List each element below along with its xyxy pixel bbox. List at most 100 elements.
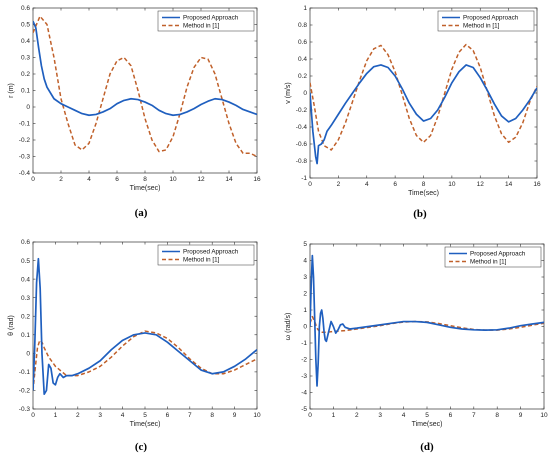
y-tick-label: -2: [301, 357, 307, 364]
y-tick-label: -0.2: [19, 137, 31, 144]
y-tick-label: -0.4: [296, 124, 308, 131]
chart-panel-1: 0 2 4 6 8 10 12 14 16 -0.4 -0.3 -0.2 -0.1 0 0.1 0.2 0.3 0…: [8, 5, 261, 219]
legend-entry: Method in [1]: [183, 23, 220, 30]
y-tick-label: 4: [303, 258, 307, 265]
x-tick-label: 7: [472, 412, 476, 419]
legend-entry: Proposed Approach: [463, 15, 519, 22]
y-axis-label: ω (rad/s): [285, 313, 292, 341]
y-tick-label: 0.6: [298, 39, 307, 46]
legend-box: [157, 10, 255, 32]
y-tick-label: -0.6: [296, 141, 308, 148]
y-tick-label: 0: [303, 90, 307, 97]
x-tick-label: 6: [449, 412, 453, 419]
x-tick-label: 0: [308, 412, 312, 419]
legend-entry: Proposed Approach: [183, 249, 239, 256]
y-tick-label: 0.4: [21, 38, 30, 45]
legend-entry: Method in [1]: [183, 257, 220, 264]
x-tick-label: 10: [169, 176, 177, 183]
x-tick-label: 7: [188, 412, 192, 419]
plot-frame: [32, 7, 258, 174]
x-tick-label: 1: [332, 412, 336, 419]
plot-frame: [32, 241, 258, 410]
y-tick-label: 0.4: [298, 56, 307, 63]
y-tick-label: 0.3: [21, 55, 30, 62]
x-tick-label: 5: [143, 412, 147, 419]
y-tick-label: 0.8: [298, 22, 307, 29]
x-tick-label: 10: [253, 412, 261, 419]
y-tick-label: -0.8: [296, 158, 308, 165]
legend-box: [157, 244, 255, 266]
y-tick-label: 0: [26, 351, 30, 358]
panel-caption: (c): [135, 441, 148, 453]
x-axis-label: Time(sec): [408, 190, 439, 197]
y-tick-label: 0.2: [298, 73, 307, 80]
y-tick-label: -5: [301, 406, 307, 413]
x-tick-label: 4: [121, 412, 125, 419]
y-tick-label: -0.2: [296, 107, 308, 114]
series-line-method-in-1: [310, 43, 537, 151]
x-tick-label: 12: [197, 176, 205, 183]
x-tick-label: 0: [31, 176, 35, 183]
y-axis-label: θ (rad): [8, 315, 15, 336]
x-tick-label: 6: [166, 412, 170, 419]
x-tick-label: 2: [355, 412, 359, 419]
chart-panel-3: 0 1 2 3 4 5 6 7 8 9 10 -0.3 -0.2 -0.1 0 0.1 0.2 0.3 0.4 0.5…: [8, 239, 261, 453]
x-axis-label: Time(sec): [130, 421, 161, 428]
chart-panel-2: 0 2 4 6 8 10 12 14 16 -1 -0.8 -0.6 -0.4 -0.2 0 0.2 0.4 0.…: [285, 5, 541, 220]
y-tick-label: 5: [303, 241, 307, 248]
y-tick-label: 2: [303, 291, 307, 298]
y-tick-label: 0.6: [21, 5, 30, 12]
y-tick-label: 0.2: [21, 313, 30, 320]
series-line-proposed-approach: [33, 257, 257, 396]
y-tick-label: -0.2: [19, 388, 31, 395]
x-tick-label: 9: [519, 412, 523, 419]
y-tick-label: -0.3: [19, 154, 31, 161]
legend-entry: Method in [1]: [463, 23, 500, 30]
y-tick-label: -1: [301, 175, 307, 182]
x-tick-label: 2: [76, 412, 80, 419]
legend-entry: Method in [1]: [470, 259, 507, 266]
x-tick-label: 5: [425, 412, 429, 419]
series-line-method-in-1: [33, 15, 257, 158]
x-tick-label: 0: [31, 412, 35, 419]
x-tick-label: 4: [365, 181, 369, 188]
x-tick-label: 3: [378, 412, 382, 419]
series-line-proposed-approach: [310, 254, 544, 387]
x-tick-label: 8: [495, 412, 499, 419]
y-tick-label: -1: [301, 340, 307, 347]
x-tick-label: 16: [253, 176, 261, 183]
x-tick-label: 16: [533, 181, 541, 188]
y-tick-label: -0.1: [19, 369, 31, 376]
chart-panel-4: 0 1 2 3 4 5 6 7 8 9 10 -5 -4 -3 -2 -1 0 1 2 3 4 5 Proposed App…: [285, 241, 548, 453]
y-axis-label: v (m/s): [285, 82, 292, 103]
series-line-proposed-approach: [310, 64, 537, 165]
x-tick-label: 3: [98, 412, 102, 419]
x-tick-label: 12: [477, 181, 485, 188]
x-tick-label: 2: [337, 181, 341, 188]
y-tick-label: 0.5: [21, 258, 30, 265]
x-tick-label: 6: [393, 181, 397, 188]
y-tick-label: -0.3: [19, 406, 31, 413]
x-tick-label: 10: [448, 181, 456, 188]
x-tick-label: 8: [422, 181, 426, 188]
y-tick-label: 0.1: [21, 332, 30, 339]
y-tick-label: 0.6: [21, 239, 30, 246]
legend-entry: Proposed Approach: [470, 251, 526, 258]
x-tick-label: 9: [233, 412, 237, 419]
panel-caption: (b): [413, 208, 427, 220]
y-tick-label: 0.3: [21, 295, 30, 302]
x-axis-label: Time(sec): [412, 421, 443, 428]
x-axis-label: Time(sec): [130, 185, 161, 192]
y-axis-label: r (m): [8, 83, 15, 98]
plot-frame: [309, 7, 538, 179]
y-tick-label: 0: [26, 104, 30, 111]
y-tick-label: -4: [301, 390, 307, 397]
y-tick-label: 1: [303, 307, 307, 314]
y-tick-label: -0.1: [19, 121, 31, 128]
y-tick-label: 0: [303, 324, 307, 331]
panel-caption: (a): [135, 207, 148, 219]
x-tick-label: 6: [115, 176, 119, 183]
x-tick-label: 4: [87, 176, 91, 183]
y-tick-label: -0.4: [19, 170, 31, 177]
